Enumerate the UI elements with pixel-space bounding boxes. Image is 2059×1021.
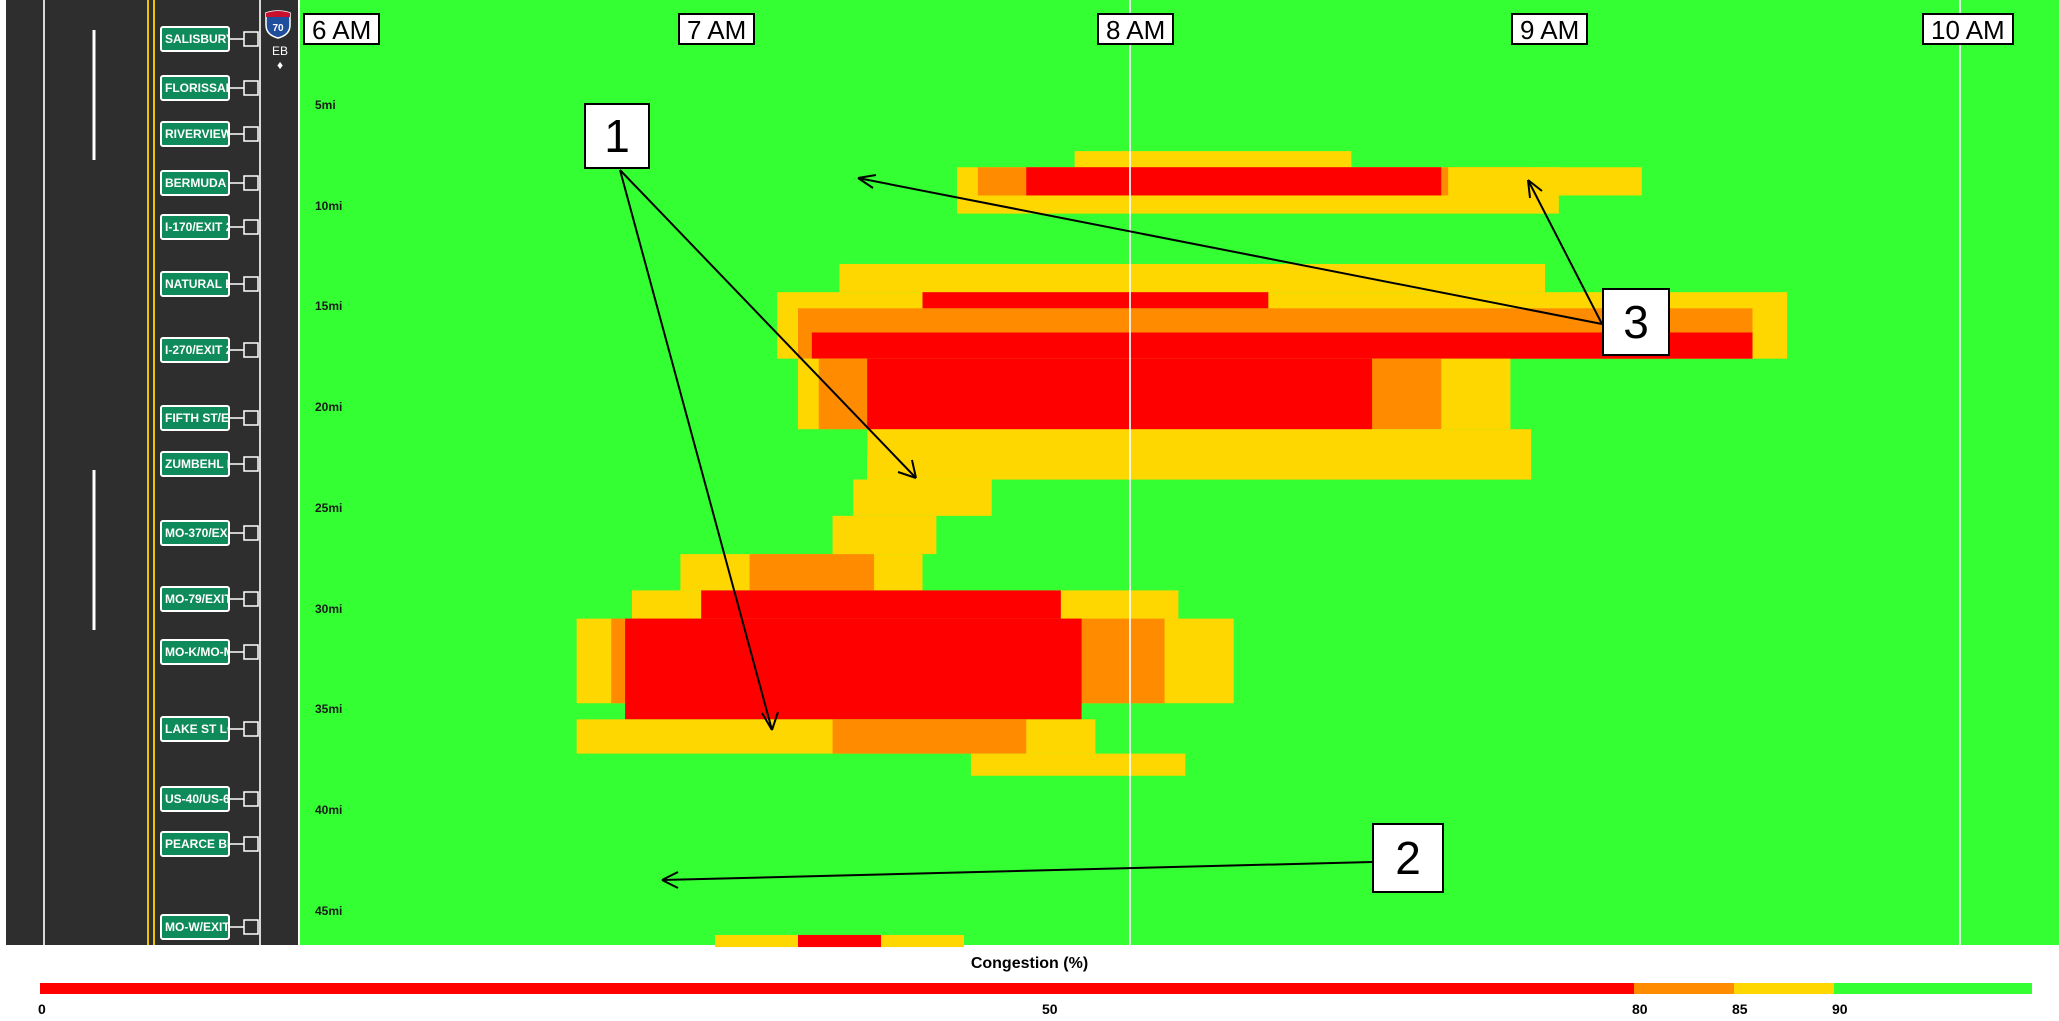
mile-tick-label: 5mi [315,97,336,112]
arrow-2 [661,861,1373,881]
legend-tick-label: 50 [1042,1001,1058,1017]
congestion-cell-lower-19 [701,590,1061,619]
ramp-connector [230,456,259,472]
ramp-connector [230,276,259,292]
exit-sign: RIVERVIEW B [160,121,230,147]
arrowhead-3b [1527,179,1543,199]
exit-sign: MO-370/EXI [160,520,230,546]
exit-sign: I-270/EXIT 2 [160,337,230,363]
legend-bin [1834,983,2032,994]
legend-tick-label: 85 [1732,1001,1748,1017]
legend-title: Congestion (%) [970,955,1089,972]
congestion-cell-upper-0 [1074,151,1352,168]
shield-number: 70 [272,23,284,34]
mile-tick-label: 40mi [315,803,343,817]
time-tick-label: 8 AM [1097,13,1175,45]
ramp-connector [230,80,259,96]
ramp-connector [230,31,259,47]
exit-sign: I-170/EXIT 2: [160,214,230,240]
exit-sign: FLORISSANT [160,75,230,101]
mile-tick-label: 25mi [315,500,343,515]
arrowhead-3a [857,174,877,189]
congestion-cell-lower-22 [625,618,1082,720]
ramp-connector [230,219,259,235]
mile-tick-label: 45mi [315,903,343,918]
time-tick-label: 6 AM [303,13,381,45]
congestion-cell-lower-24 [832,719,1027,754]
congestion-cell-middle-13 [867,429,1532,480]
legend-tick-label: 90 [1832,1001,1848,1017]
exit-sign: FIFTH ST/EXI [160,405,230,431]
direction-label: EB ♦ [266,44,294,72]
legend-bin [40,983,1634,994]
interstate-shield-icon: 70 [265,10,291,39]
mile-tick-label: 35mi [315,702,343,717]
arrowhead-2 [661,871,679,889]
time-tick-label: 10 AM [1922,13,2014,45]
congestion-cell-middle-9 [811,332,1753,359]
ramp-connector [230,644,259,660]
ramp-connector [230,175,259,191]
mile-tick-label: 10mi [315,198,343,213]
mile-tick-label: 20mi [315,400,343,414]
arrow-1b [619,169,773,731]
callout-2: 2 [1372,823,1444,893]
legend-tick-label: 0 [38,1001,46,1017]
exit-sign: PEARCE BLVI [160,831,230,857]
direction-diamond-icon: ♦ [276,58,284,72]
mile-tick-label: 15mi [315,299,343,314]
legend-bin [1634,983,1734,994]
congestion-cell-upper-4 [1448,167,1642,196]
exit-sign: SALISBURY: [160,26,230,52]
ramp-connector [230,791,259,807]
congestion-cell-middle-5 [839,263,1545,293]
exit-sign: MO-79/EXIT: [160,586,230,612]
exit-sign: NATURAL BR [160,271,230,297]
ramp-connector [230,836,259,852]
arrowhead-1b [761,711,779,731]
legend-tick-label: 80 [1632,1001,1648,1017]
congestion-cell-upper-3 [1026,167,1442,196]
congestion-cell-middle-15 [832,515,937,555]
callout-1: 1 [584,103,650,169]
legend-bin [1734,983,1834,994]
congestion-cell-bottom-27 [798,934,881,948]
arrow-1a [619,169,917,479]
arrowhead-1a [897,459,917,479]
time-tick-label: 9 AM [1511,13,1589,45]
congestion-cell-middle-14 [853,479,992,516]
exit-sign: MO-K/MO-M/ [160,639,230,665]
arrow-3b [1527,179,1603,325]
congestion-cell-lower-17 [749,554,875,591]
exit-sign: ZUMBEHL RI [160,451,230,477]
ramp-connector [230,410,259,426]
congestion-cell-lower-25 [970,753,1186,776]
mile-tick-label: 30mi [315,601,343,616]
exit-sign: US-40/US-6I [160,786,230,812]
ramp-connector [230,591,259,607]
exit-sign: BERMUDA RI [160,170,230,196]
ramp-connector [230,525,259,541]
exit-sign: MO-W/EXIT 2 [160,914,230,940]
congestion-cell-middle-8 [922,292,1269,309]
exit-sign: LAKE ST LOU [160,716,230,742]
arrow-3a [857,177,1603,325]
callout-3: 3 [1602,288,1670,356]
ramp-connector [230,919,259,935]
roadway-panel [6,0,298,945]
ramp-connector [230,721,259,737]
ramp-connector [230,126,259,142]
ramp-connector [230,342,259,358]
time-tick-label: 7 AM [678,13,756,45]
